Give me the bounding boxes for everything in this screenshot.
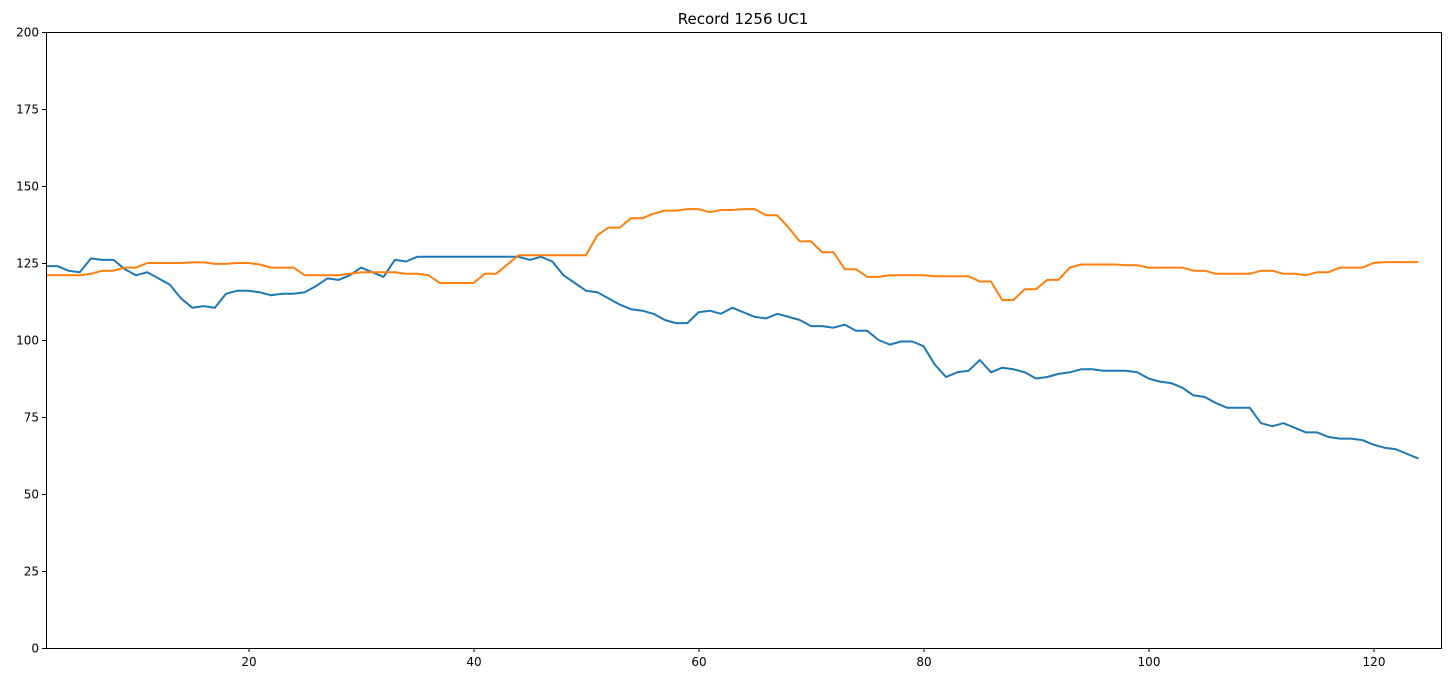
x-tick-label: 20: [241, 655, 256, 669]
y-tick-label: 75: [24, 411, 39, 425]
x-tick-label: 80: [916, 655, 931, 669]
y-tick-label: 25: [24, 565, 39, 579]
y-tick-label: 125: [16, 257, 39, 271]
x-tick-label: 120: [1363, 655, 1386, 669]
y-tick-label: 100: [16, 334, 39, 348]
y-axis: 0 25 50 75 100 125 150 175 200: [16, 26, 46, 656]
series-line-2: [46, 208, 1419, 301]
y-tick-label: 50: [24, 488, 39, 502]
series-layer: [46, 208, 1419, 460]
y-tick-label: 0: [31, 642, 39, 656]
chart-title: Record 1256 UC1: [678, 10, 809, 28]
x-axis: 20 40 60 80 100 120: [241, 648, 1385, 669]
y-tick-label: 175: [16, 103, 39, 117]
series-line-1: [46, 255, 1419, 460]
y-tick-label: 150: [16, 180, 39, 194]
x-tick-label: 100: [1138, 655, 1161, 669]
y-tick-label: 200: [16, 26, 39, 40]
x-tick-label: 40: [466, 655, 481, 669]
plot-frame: [46, 32, 1442, 649]
x-tick-label: 60: [691, 655, 706, 669]
